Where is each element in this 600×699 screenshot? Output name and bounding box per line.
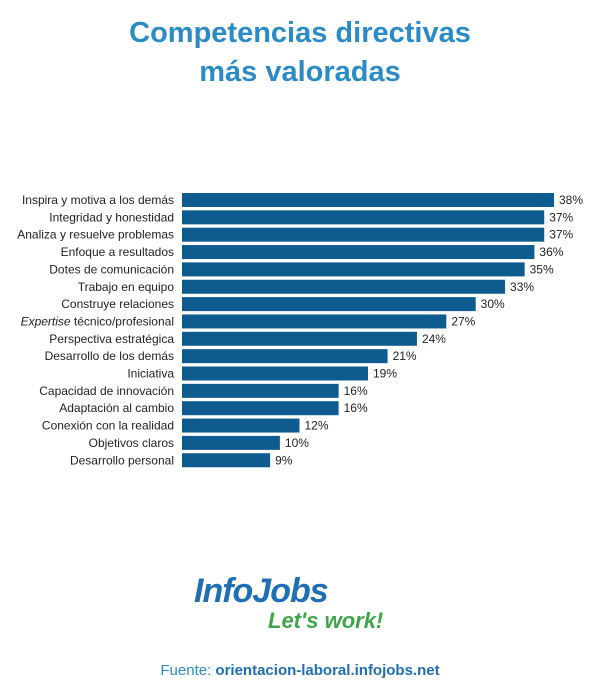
category-label: Expertise técnico/profesional (21, 314, 174, 328)
category-label: Desarrollo de los demás (45, 349, 174, 363)
bar (182, 297, 476, 312)
category-label: Trabajo en equipo (78, 280, 175, 294)
value-label: 37% (549, 210, 573, 224)
value-label: 38% (559, 193, 583, 207)
value-label: 33% (510, 280, 534, 294)
page-title: Competencias directivas más valoradas (0, 14, 600, 92)
value-label: 12% (304, 419, 328, 433)
source-footer: Fuente: orientacion-laboral.infojobs.net (0, 662, 600, 679)
bar (182, 210, 545, 225)
bar (182, 435, 280, 450)
category-label: Conexión con la realidad (42, 419, 174, 433)
source-label: Fuente: (160, 662, 212, 679)
value-label: 10% (285, 436, 309, 450)
category-label: Objetivos claros (89, 436, 174, 450)
bar (182, 401, 339, 416)
category-label: Construye relaciones (61, 297, 174, 311)
category-label: Analiza y resuelve problemas (17, 228, 174, 242)
bar (182, 418, 300, 433)
bar (182, 279, 506, 294)
category-label: Iniciativa (127, 367, 174, 381)
category-label: Desarrollo personal (70, 453, 174, 467)
bar (182, 453, 271, 468)
bar (182, 262, 525, 277)
bar (182, 193, 554, 207)
value-label: 19% (373, 367, 397, 381)
title-line-2: más valoradas (199, 56, 401, 88)
value-label: 16% (344, 401, 368, 415)
value-label: 16% (344, 384, 368, 398)
category-label: Enfoque a resultados (61, 245, 174, 259)
bar (182, 314, 447, 329)
bar (182, 331, 417, 346)
value-label: 24% (422, 332, 446, 346)
category-label: Dotes de comunicación (49, 262, 174, 276)
logo-brand: InfoJobs (194, 572, 329, 610)
category-label: Adaptación al cambio (59, 401, 174, 415)
logo-tagline: Let's work! (268, 608, 384, 633)
bar-chart: Inspira y motiva a los demás 38% Integrida… (17, 193, 583, 468)
bar (182, 366, 368, 381)
bar (182, 227, 545, 242)
value-label: 9% (275, 453, 293, 467)
bar (182, 349, 388, 364)
value-label: 27% (451, 314, 475, 328)
value-label: 30% (481, 297, 505, 311)
value-label: 35% (530, 262, 554, 276)
title-line-1: Competencias directivas (129, 17, 471, 49)
value-label: 37% (549, 228, 573, 242)
category-label: Capacidad de innovación (39, 384, 174, 398)
source-link[interactable]: orientacion-laboral.infojobs.net (215, 662, 440, 679)
category-label: Perspectiva estratégica (49, 332, 174, 346)
category-label: Inspira y motiva a los demás (22, 193, 174, 207)
value-label: 21% (393, 349, 417, 363)
bar (182, 383, 339, 398)
bar (182, 245, 535, 260)
value-label: 36% (539, 245, 563, 259)
category-label: Integridad y honestidad (49, 210, 174, 224)
infojobs-logo: InfoJobs Let's work! (0, 572, 600, 636)
